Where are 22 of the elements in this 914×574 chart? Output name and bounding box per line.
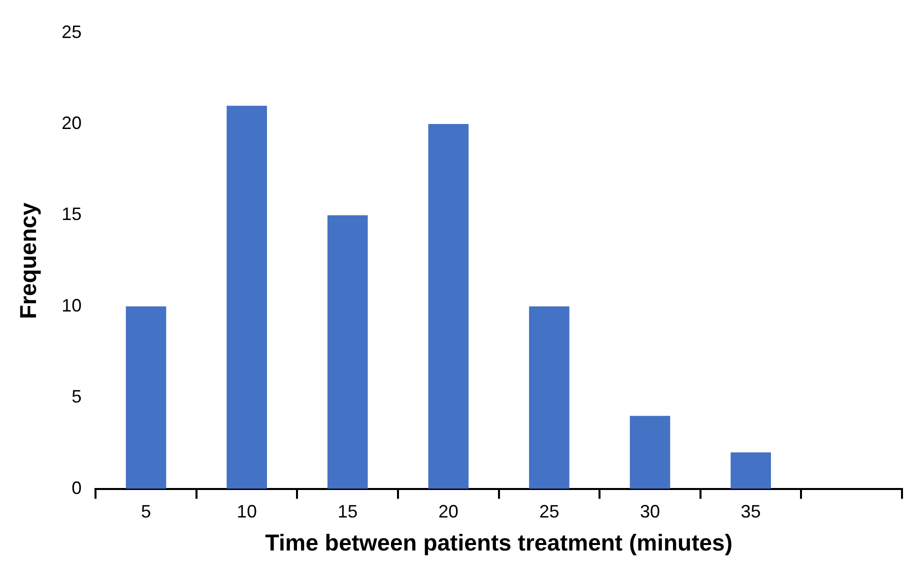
x-tick-label: 20 <box>438 502 458 522</box>
x-tick-label: 25 <box>539 502 560 522</box>
y-tick-label: 15 <box>62 204 82 224</box>
bar <box>226 106 267 489</box>
y-tick-label: 25 <box>62 22 82 42</box>
y-axis-title: Frequency <box>15 202 42 319</box>
bar <box>428 124 469 489</box>
bar <box>126 306 166 489</box>
bar <box>630 416 670 489</box>
x-axis-title: Time between patients treatment (minutes) <box>265 530 732 556</box>
bar <box>327 215 368 489</box>
x-tick-label: 15 <box>338 502 358 522</box>
y-tick-label: 20 <box>62 112 82 133</box>
x-tick-label: 30 <box>640 502 660 522</box>
y-tick-label: 5 <box>72 386 82 407</box>
bar <box>730 452 771 489</box>
x-tick-label: 5 <box>141 502 152 522</box>
y-tick-label: 10 <box>62 295 82 316</box>
x-tick-label: 10 <box>236 502 257 522</box>
y-tick-label: 0 <box>72 478 82 498</box>
bar <box>529 306 570 489</box>
x-tick-label: 35 <box>740 502 761 522</box>
